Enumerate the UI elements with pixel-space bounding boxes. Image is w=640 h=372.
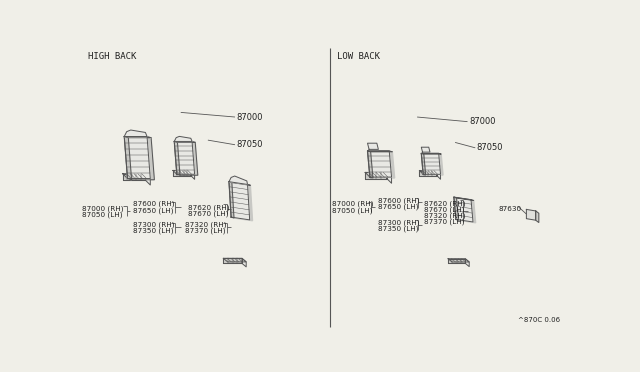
- Polygon shape: [465, 259, 469, 267]
- Text: 87600 (RH): 87600 (RH): [378, 197, 419, 203]
- Text: 87000: 87000: [469, 117, 495, 126]
- Polygon shape: [456, 198, 476, 223]
- Text: 87620 (RH): 87620 (RH): [189, 204, 230, 211]
- Polygon shape: [124, 137, 150, 179]
- Polygon shape: [177, 142, 198, 175]
- Polygon shape: [174, 141, 195, 142]
- Polygon shape: [229, 182, 250, 220]
- Polygon shape: [448, 259, 469, 262]
- Text: 87350 (LH): 87350 (LH): [132, 228, 173, 234]
- Text: 87000 (RH): 87000 (RH): [332, 201, 373, 208]
- Polygon shape: [365, 173, 392, 177]
- Polygon shape: [367, 151, 373, 178]
- Text: ^870C 0.06: ^870C 0.06: [518, 317, 560, 323]
- Polygon shape: [421, 153, 426, 175]
- Polygon shape: [174, 141, 195, 174]
- Polygon shape: [365, 173, 387, 179]
- Polygon shape: [124, 130, 147, 137]
- Polygon shape: [421, 153, 440, 174]
- Polygon shape: [123, 174, 150, 179]
- Text: 87600 (RH): 87600 (RH): [132, 201, 174, 208]
- Polygon shape: [421, 147, 430, 152]
- Polygon shape: [229, 182, 250, 185]
- Polygon shape: [454, 197, 458, 220]
- Polygon shape: [174, 137, 192, 141]
- Polygon shape: [527, 209, 536, 220]
- Text: 87350 (LH): 87350 (LH): [378, 225, 418, 232]
- Text: 87000 (RH): 87000 (RH): [83, 206, 124, 212]
- Polygon shape: [191, 170, 195, 179]
- Text: 87320 (RH): 87320 (RH): [424, 212, 466, 219]
- Text: 87650 (LH): 87650 (LH): [378, 203, 418, 210]
- Text: 87320 (RH): 87320 (RH): [184, 222, 226, 228]
- Text: 87050: 87050: [237, 140, 263, 149]
- Polygon shape: [223, 259, 246, 262]
- Polygon shape: [454, 197, 474, 201]
- Text: 87620 (RH): 87620 (RH): [424, 200, 466, 207]
- Text: 87650 (LH): 87650 (LH): [132, 207, 173, 214]
- Polygon shape: [145, 174, 150, 185]
- Polygon shape: [124, 137, 132, 180]
- Text: 87050 (LH): 87050 (LH): [332, 207, 372, 214]
- Polygon shape: [371, 152, 395, 178]
- Polygon shape: [421, 153, 441, 154]
- Text: 87050: 87050: [477, 143, 503, 152]
- Text: LOW BACK: LOW BACK: [337, 52, 380, 61]
- Text: 87370 (LH): 87370 (LH): [184, 228, 225, 234]
- Polygon shape: [123, 174, 145, 180]
- Text: 87670 (LH): 87670 (LH): [424, 206, 465, 213]
- Text: HIGH BACK: HIGH BACK: [88, 52, 136, 61]
- Text: 87630: 87630: [499, 206, 522, 212]
- Polygon shape: [419, 171, 440, 174]
- Polygon shape: [448, 259, 465, 263]
- Polygon shape: [367, 151, 392, 152]
- Polygon shape: [229, 182, 234, 218]
- Polygon shape: [536, 211, 539, 222]
- Polygon shape: [437, 171, 440, 179]
- Polygon shape: [367, 151, 392, 177]
- Text: 87300 (RH): 87300 (RH): [132, 222, 174, 228]
- Polygon shape: [223, 259, 242, 263]
- Polygon shape: [173, 170, 195, 174]
- Polygon shape: [173, 170, 191, 176]
- Polygon shape: [232, 183, 253, 221]
- Polygon shape: [229, 176, 248, 185]
- Text: 87300 (RH): 87300 (RH): [378, 219, 419, 226]
- Polygon shape: [367, 143, 378, 150]
- Text: 87670 (LH): 87670 (LH): [189, 210, 229, 217]
- Polygon shape: [387, 173, 392, 183]
- Polygon shape: [454, 197, 473, 222]
- Polygon shape: [129, 138, 154, 180]
- Polygon shape: [419, 171, 437, 176]
- Polygon shape: [174, 141, 180, 175]
- Polygon shape: [242, 259, 246, 267]
- Text: 87050 (LH): 87050 (LH): [83, 212, 123, 218]
- Polygon shape: [124, 137, 151, 138]
- Polygon shape: [424, 154, 443, 175]
- Text: 87370 (LH): 87370 (LH): [424, 219, 465, 225]
- Text: 87000: 87000: [237, 112, 263, 122]
